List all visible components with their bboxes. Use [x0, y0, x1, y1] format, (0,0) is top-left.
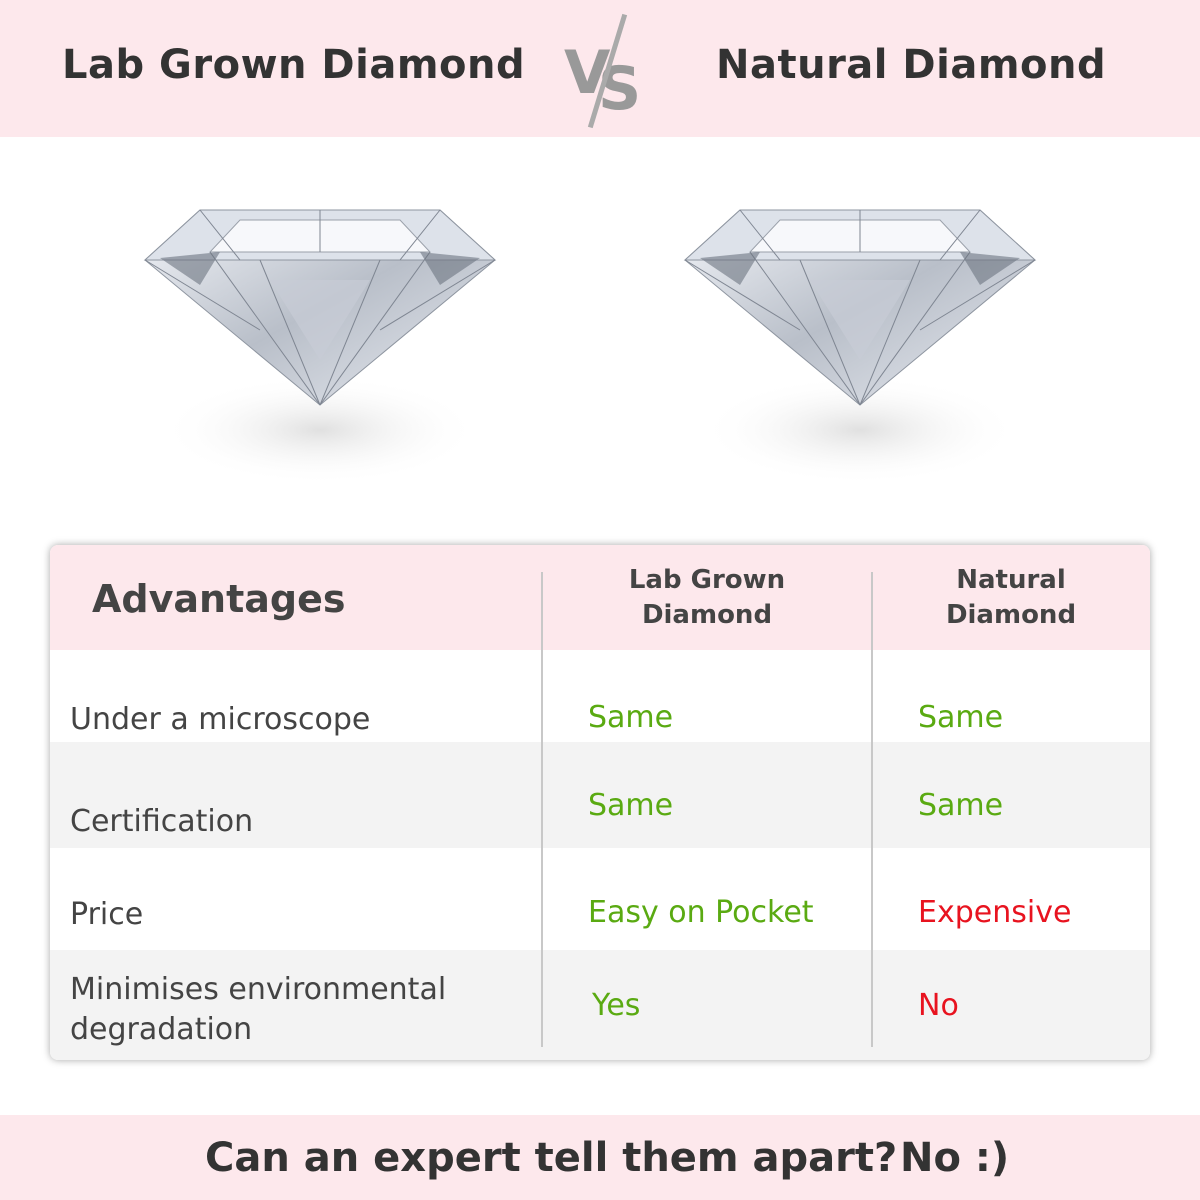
lab-diamond-image: [143, 209, 497, 485]
lab-value: Yes: [592, 988, 641, 1023]
vs-logo: V S: [560, 13, 650, 130]
column-divider: [541, 572, 543, 1047]
table-row: Certification Same Same: [50, 742, 1150, 848]
natural-value: Same: [918, 700, 1004, 735]
lab-value: Same: [588, 788, 674, 823]
header-band: Lab Grown Diamond V S Natural Diamond: [0, 0, 1200, 137]
row-label: Certification: [70, 804, 254, 839]
table-header-row: Advantages Lab Grown Diamond Natural Dia…: [50, 545, 1150, 650]
table-row: Price Easy on Pocket Expensive: [50, 848, 1150, 950]
vs-s: S: [598, 54, 642, 124]
header-lab-grown: Lab Grown Diamond: [628, 565, 786, 630]
lab-value: Same: [588, 700, 674, 735]
natural-title: Natural Diamond: [716, 42, 1107, 88]
lab-value: Easy on Pocket: [588, 895, 814, 930]
footer-answer: No :): [900, 1135, 1010, 1181]
natural-value: Same: [918, 788, 1004, 823]
natural-diamond-image: [683, 209, 1037, 485]
vs-v: V: [564, 38, 611, 108]
footer-question: Can an expert tell them apart?: [205, 1135, 898, 1181]
natural-value: No: [918, 988, 959, 1023]
table-row: Under a microscope Same Same: [50, 650, 1150, 742]
comparison-table: Advantages Lab Grown Diamond Natural Dia…: [50, 545, 1150, 1060]
row-label: Under a microscope: [70, 702, 371, 737]
natural-value: Expensive: [918, 895, 1072, 930]
table-row: Minimises environmental degradation Yes No: [50, 950, 1150, 1060]
header-natural: Natural Diamond: [945, 565, 1077, 630]
header-advantages: Advantages: [92, 577, 346, 621]
footer-band: Can an expert tell them apart? No :): [0, 1115, 1200, 1200]
row-label: Minimises environmental degradation: [70, 972, 447, 1047]
column-divider: [871, 572, 873, 1047]
lab-grown-title: Lab Grown Diamond: [62, 42, 526, 88]
row-label: Price: [70, 897, 144, 932]
